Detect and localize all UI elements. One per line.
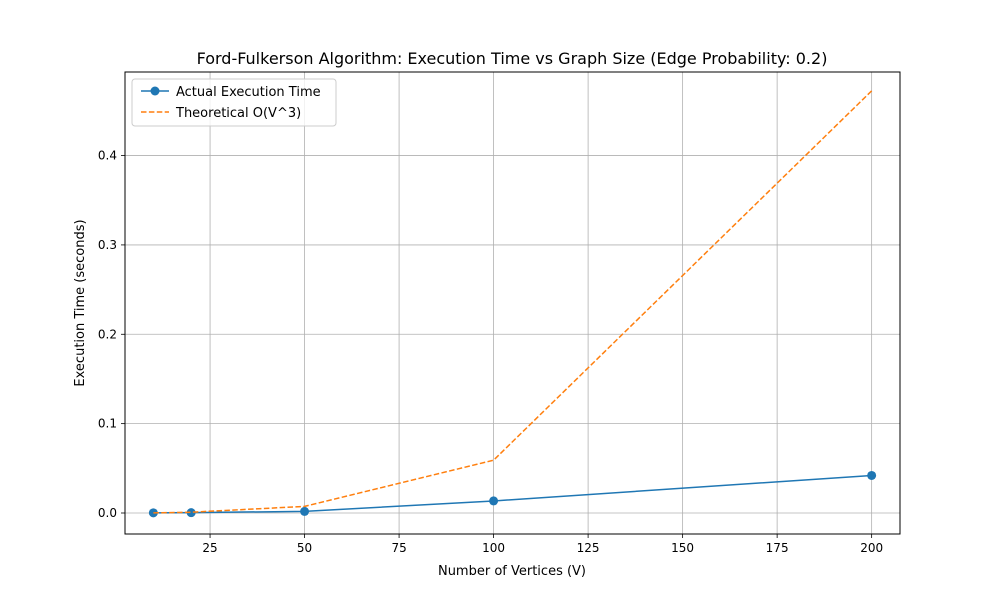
legend-label-actual: Actual Execution Time [176,85,321,100]
x-tick-label: 25 [202,541,217,555]
series-line-actual [153,474,872,514]
y-tick-label: 0.0 [98,506,117,520]
legend-marker-actual [150,86,160,96]
x-tick-label: 200 [860,541,883,555]
x-axis-label: Number of Vertices (V) [438,564,586,579]
series-line-theoretical [153,90,873,514]
x-axis-ticks: 25 50 75 100 125 150 175 200 [202,534,883,555]
y-axis-ticks: 0.0 0.1 0.2 0.3 0.4 [98,149,125,520]
data-point-actual [867,470,877,480]
x-tick-label: 100 [482,541,505,555]
legend: Actual Execution Time Theoretical O(V^3) [131,78,337,127]
y-tick-label: 0.4 [98,149,117,163]
x-tick-label: 175 [766,541,789,555]
x-tick-label: 50 [297,541,312,555]
y-tick-label: 0.2 [98,327,117,341]
data-point-actual [489,496,499,506]
legend-box [131,78,337,127]
chart-title: Ford-Fulkerson Algorithm: Execution Time… [197,49,828,68]
x-tick-label: 125 [577,541,600,555]
y-tick-label: 0.3 [98,238,117,252]
data-point-actual [300,506,310,516]
data-point-actual [186,508,196,518]
y-axis-label: Execution Time (seconds) [73,219,88,386]
x-tick-label: 75 [391,541,406,555]
plot-frame [124,71,901,535]
y-tick-label: 0.1 [98,417,117,431]
x-tick-label: 150 [671,541,694,555]
legend-label-theoretical: Theoretical O(V^3) [175,106,301,121]
plot-series [148,90,877,518]
grid-lines [125,72,900,534]
